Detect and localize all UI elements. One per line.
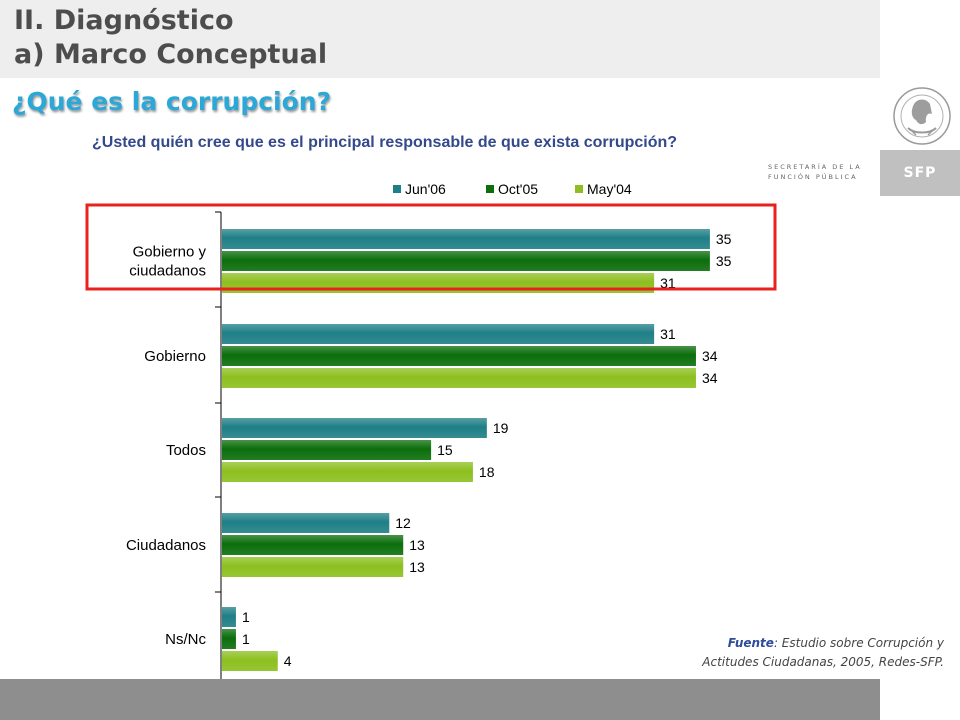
bar-gobierno-may-04 [222,368,696,388]
data-label: 19 [493,420,509,436]
data-label: 15 [437,442,453,458]
data-label: 1 [242,631,250,647]
legend-swatch-may-04 [575,185,583,193]
header-band: II. Diagnóstico a) Marco Conceptual [0,0,880,78]
data-label: 34 [702,370,718,386]
bar-ns-nc-jun-06 [222,607,236,627]
sfp-badge: SFP [880,150,960,196]
category-label: Ns/Nc [165,631,206,648]
legend-label-jun-06: Jun'06 [405,181,446,197]
category-label: Gobierno [144,348,206,365]
bar-todos-oct-05 [222,440,432,460]
page-title: II. Diagnóstico a) Marco Conceptual [14,4,327,72]
bar-ciudadanos-jun-06 [222,513,390,533]
title-line-1: II. Diagnóstico [14,5,234,36]
bar-gobierno-jun-06 [222,324,655,344]
source-label: Fuente [727,636,774,650]
bar-ns-nc-may-04 [222,651,278,671]
bar-gobierno-y-ciudadanos-jun-06 [222,229,710,249]
bar-chart: Jun'06 Oct'05 May'04 35 35 31 31 34 34 19 15 18 12 1… [85,181,777,689]
section-subtitle: ¿Qué es la corrupción? [12,87,332,116]
data-label: 13 [409,537,425,553]
bar-gobierno-oct-05 [222,346,696,366]
data-label: 18 [479,464,495,480]
category-label: ciudadanos [129,263,206,280]
footer-band [0,679,880,720]
survey-question: ¿Usted quién cree que es el principal re… [92,134,678,151]
category-label: Ciudadanos [126,537,206,554]
legend-swatch-oct-05 [486,185,494,193]
data-label: 35 [716,231,732,247]
title-line-2: a) Marco Conceptual [14,39,328,70]
source-text-line-2: Actitudes Ciudadanas, 2005, Redes-SFP. [702,655,944,669]
category-label: Gobierno y [133,244,207,261]
legend-swatch-jun-06 [393,185,401,193]
data-label: 31 [660,326,676,342]
data-label: 31 [660,275,676,291]
legend-label-oct-05: Oct'05 [498,181,538,197]
bar-ciudadanos-may-04 [222,557,404,577]
source-text-line-1: : Estudio sobre Corrupción y [773,636,944,650]
data-label: 34 [702,348,718,364]
data-label: 35 [716,253,732,269]
data-label: 4 [284,653,292,669]
bar-todos-jun-06 [222,418,487,438]
bar-ciudadanos-oct-05 [222,535,404,555]
highlight-box [85,203,777,291]
data-label: 12 [395,515,411,531]
secretaria-line-2: FUNCIÓN PÚBLICA [768,173,858,181]
bar-todos-may-04 [222,462,473,482]
source-note: Fuente: Estudio sobre Corrupción y Actit… [600,634,944,672]
secretaria-label: SECRETARÍA DE LA FUNCIÓN PÚBLICA [768,162,880,182]
bar-gobierno-y-ciudadanos-oct-05 [222,251,710,271]
legend-label-may-04: May'04 [587,181,632,197]
secretaria-line-1: SECRETARÍA DE LA [768,163,862,171]
data-label: 1 [242,609,250,625]
bar-ns-nc-oct-05 [222,629,236,649]
category-label: Todos [166,442,206,459]
data-label: 13 [409,559,425,575]
national-seal-icon [893,87,951,145]
